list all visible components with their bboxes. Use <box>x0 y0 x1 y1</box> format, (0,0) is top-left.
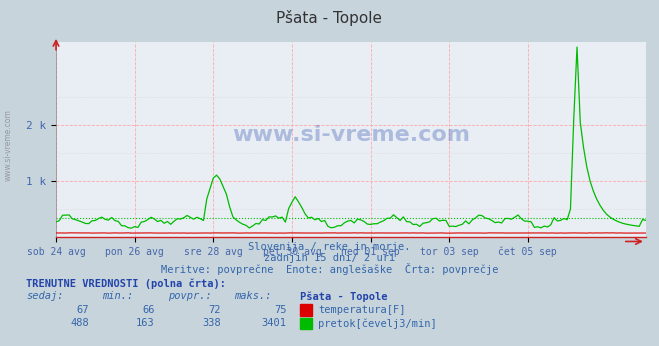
Text: 67: 67 <box>76 305 89 315</box>
Text: 75: 75 <box>274 305 287 315</box>
Text: 66: 66 <box>142 305 155 315</box>
Text: zadnjih 15 dni/ 2 uri: zadnjih 15 dni/ 2 uri <box>264 253 395 263</box>
Text: www.si-vreme.com: www.si-vreme.com <box>3 109 13 181</box>
Text: povpr.:: povpr.: <box>168 291 212 301</box>
Text: Meritve: povprečne  Enote: anglešaške  Črta: povprečje: Meritve: povprečne Enote: anglešaške Črt… <box>161 263 498 275</box>
Text: min.:: min.: <box>102 291 133 301</box>
Text: maks.:: maks.: <box>234 291 272 301</box>
Text: Pšata - Topole: Pšata - Topole <box>300 291 387 302</box>
Text: Slovenija / reke in morje.: Slovenija / reke in morje. <box>248 242 411 252</box>
Text: TRENUTNE VREDNOSTI (polna črta):: TRENUTNE VREDNOSTI (polna črta): <box>26 279 226 289</box>
Text: 3401: 3401 <box>262 318 287 328</box>
Text: sedaj:: sedaj: <box>26 291 64 301</box>
Text: 488: 488 <box>71 318 89 328</box>
Text: www.si-vreme.com: www.si-vreme.com <box>232 125 470 145</box>
Text: 338: 338 <box>202 318 221 328</box>
Text: 163: 163 <box>136 318 155 328</box>
Text: Pšata - Topole: Pšata - Topole <box>277 10 382 26</box>
Text: 72: 72 <box>208 305 221 315</box>
Text: temperatura[F]: temperatura[F] <box>318 305 406 315</box>
Text: pretok[čevelj3/min]: pretok[čevelj3/min] <box>318 318 437 329</box>
